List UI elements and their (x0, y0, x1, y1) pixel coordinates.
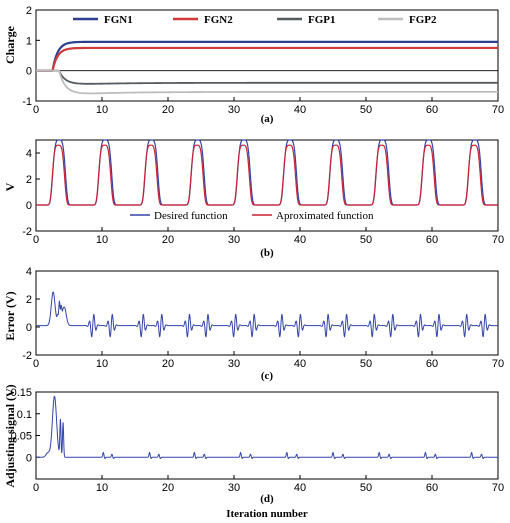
plot-frame-3 (35, 391, 499, 480)
series-fgn1 (36, 40, 498, 72)
y-tick-label-1-3: 4 (26, 148, 32, 160)
panel-d-xlabel: Iteration number (226, 508, 308, 520)
x-tick-label-3-0: 0 (33, 482, 39, 494)
x-tick-label-0-4: 40 (294, 104, 306, 116)
x-tick-label-3-3: 30 (228, 482, 240, 494)
panel-c-ylabel: Error (V) (3, 291, 17, 340)
legend-a: FGN1 FGN2 FGP1 FGP2 (73, 14, 437, 26)
y-tick-label-2-0: -2 (22, 350, 32, 362)
y-tick-label-1-1: 0 (26, 200, 32, 212)
x-tick-label-1-4: 40 (294, 234, 306, 246)
x-tick-label-0-6: 60 (426, 104, 438, 116)
x-tick-label-2-1: 10 (96, 358, 108, 370)
legend-a-fgp1-label: FGP1 (308, 14, 336, 26)
series-fgp1 (36, 69, 498, 85)
x-tick-label-3-6: 60 (426, 482, 438, 494)
x-tick-label-2-4: 40 (294, 358, 306, 370)
x-tick-label-3-7: 70 (492, 482, 504, 494)
panel-b-ylabel: V (3, 182, 17, 191)
plot-frame-1 (35, 139, 499, 232)
y-tick-label-0-0: -1 (22, 96, 32, 108)
x-tick-label-1-1: 10 (96, 234, 108, 246)
legend-a-fgn2-label: FGN2 (204, 14, 233, 26)
y-tick-label-2-1: 0 (26, 322, 32, 334)
plot-frame-2 (35, 270, 499, 356)
series-aproximated-function (35, 144, 499, 206)
x-tick-label-1-3: 30 (228, 234, 240, 246)
x-tick-label-1-0: 0 (33, 234, 39, 246)
legend-b: Desired function Aproximated function (130, 210, 374, 222)
panel-b-caption: (b) (260, 247, 274, 259)
x-tick-label-3-4: 40 (294, 482, 306, 494)
y-tick-label-2-3: 4 (26, 266, 32, 278)
x-tick-label-0-5: 50 (360, 104, 372, 116)
y-tick-label-3-0: 0 (26, 452, 32, 464)
series-error (35, 291, 499, 338)
x-tick-label-2-0: 0 (33, 358, 39, 370)
x-tick-label-2-5: 50 (360, 358, 372, 370)
y-tick-label-3-1: 0.05 (11, 431, 32, 443)
y-tick-label-0-2: 1 (26, 35, 32, 47)
x-tick-label-3-2: 20 (162, 482, 174, 494)
series-desired-function (35, 139, 499, 206)
x-tick-label-1-5: 50 (360, 234, 372, 246)
panel-d-caption: (d) (260, 493, 274, 505)
x-tick-label-2-7: 70 (492, 358, 504, 370)
y-tick-label-1-2: 2 (26, 174, 32, 186)
x-tick-label-3-5: 50 (360, 482, 372, 494)
panel-a-caption: (a) (261, 113, 274, 125)
x-tick-label-0-3: 30 (228, 104, 240, 116)
x-tick-label-0-0: 0 (33, 104, 39, 116)
panel-c-caption: (c) (261, 370, 274, 382)
x-tick-label-3-1: 10 (96, 482, 108, 494)
x-tick-label-1-2: 20 (162, 234, 174, 246)
x-tick-label-1-7: 70 (492, 234, 504, 246)
series-fgn2 (36, 46, 498, 72)
y-tick-label-2-2: 2 (26, 294, 32, 306)
x-tick-label-0-1: 10 (96, 104, 108, 116)
panel-a-ylabel: Charge (3, 25, 17, 64)
legend-b-desired-label: Desired function (154, 210, 228, 222)
y-tick-label-0-3: 2 (26, 5, 32, 17)
legend-b-approx-label: Aproximated function (276, 210, 374, 222)
x-tick-label-1-6: 60 (426, 234, 438, 246)
x-tick-label-2-3: 30 (228, 358, 240, 370)
legend-a-fgn1-label: FGN1 (104, 14, 133, 26)
y-tick-label-0-1: 0 (26, 66, 32, 78)
x-tick-label-2-2: 20 (162, 358, 174, 370)
panel-d: 0 10 20 30 40 50 60 70 0 0.05 0.1 0.15 (11, 387, 505, 494)
plot-frame-0 (35, 9, 499, 102)
panel-d-ylabel: Adjusting signal (V) (3, 384, 17, 487)
x-tick-label-0-2: 20 (162, 104, 174, 116)
x-tick-label-2-6: 60 (426, 358, 438, 370)
series-fgp2 (36, 69, 498, 95)
y-tick-label-1-0: -2 (22, 226, 32, 238)
y-tick-label-3-2: 0.1 (17, 409, 32, 421)
legend-a-fgp2-label: FGP2 (409, 14, 437, 26)
y-tick-label-3-3: 0.15 (11, 387, 32, 399)
x-tick-label-0-7: 70 (492, 104, 504, 116)
series-adjusting-signal (35, 395, 499, 460)
